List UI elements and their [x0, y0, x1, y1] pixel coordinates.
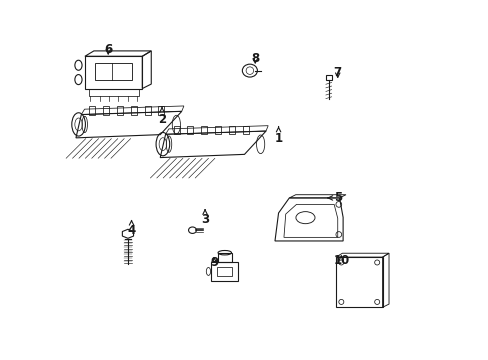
Bar	[218, 253, 231, 262]
Bar	[217, 266, 232, 276]
Text: 5: 5	[327, 192, 341, 204]
Text: 8: 8	[251, 51, 259, 64]
Bar	[325, 75, 331, 80]
Bar	[158, 107, 164, 114]
Bar	[89, 107, 95, 114]
Bar	[173, 126, 179, 134]
Bar	[117, 107, 122, 114]
Text: 9: 9	[209, 256, 218, 269]
Text: 10: 10	[332, 254, 349, 267]
Text: 1: 1	[274, 127, 282, 145]
Text: 4: 4	[127, 220, 135, 237]
Bar	[130, 107, 137, 114]
Bar	[103, 107, 109, 114]
Text: 2: 2	[158, 107, 166, 126]
Bar	[215, 126, 221, 134]
Bar	[228, 126, 234, 134]
Bar	[211, 262, 238, 281]
Bar	[88, 89, 139, 96]
Bar	[242, 126, 248, 134]
Bar	[95, 63, 132, 80]
Bar	[187, 126, 193, 134]
Bar	[201, 126, 207, 134]
Text: 6: 6	[104, 42, 112, 55]
Bar	[335, 257, 382, 307]
Text: 3: 3	[201, 210, 209, 226]
Bar	[144, 107, 150, 114]
Text: 7: 7	[333, 66, 341, 79]
